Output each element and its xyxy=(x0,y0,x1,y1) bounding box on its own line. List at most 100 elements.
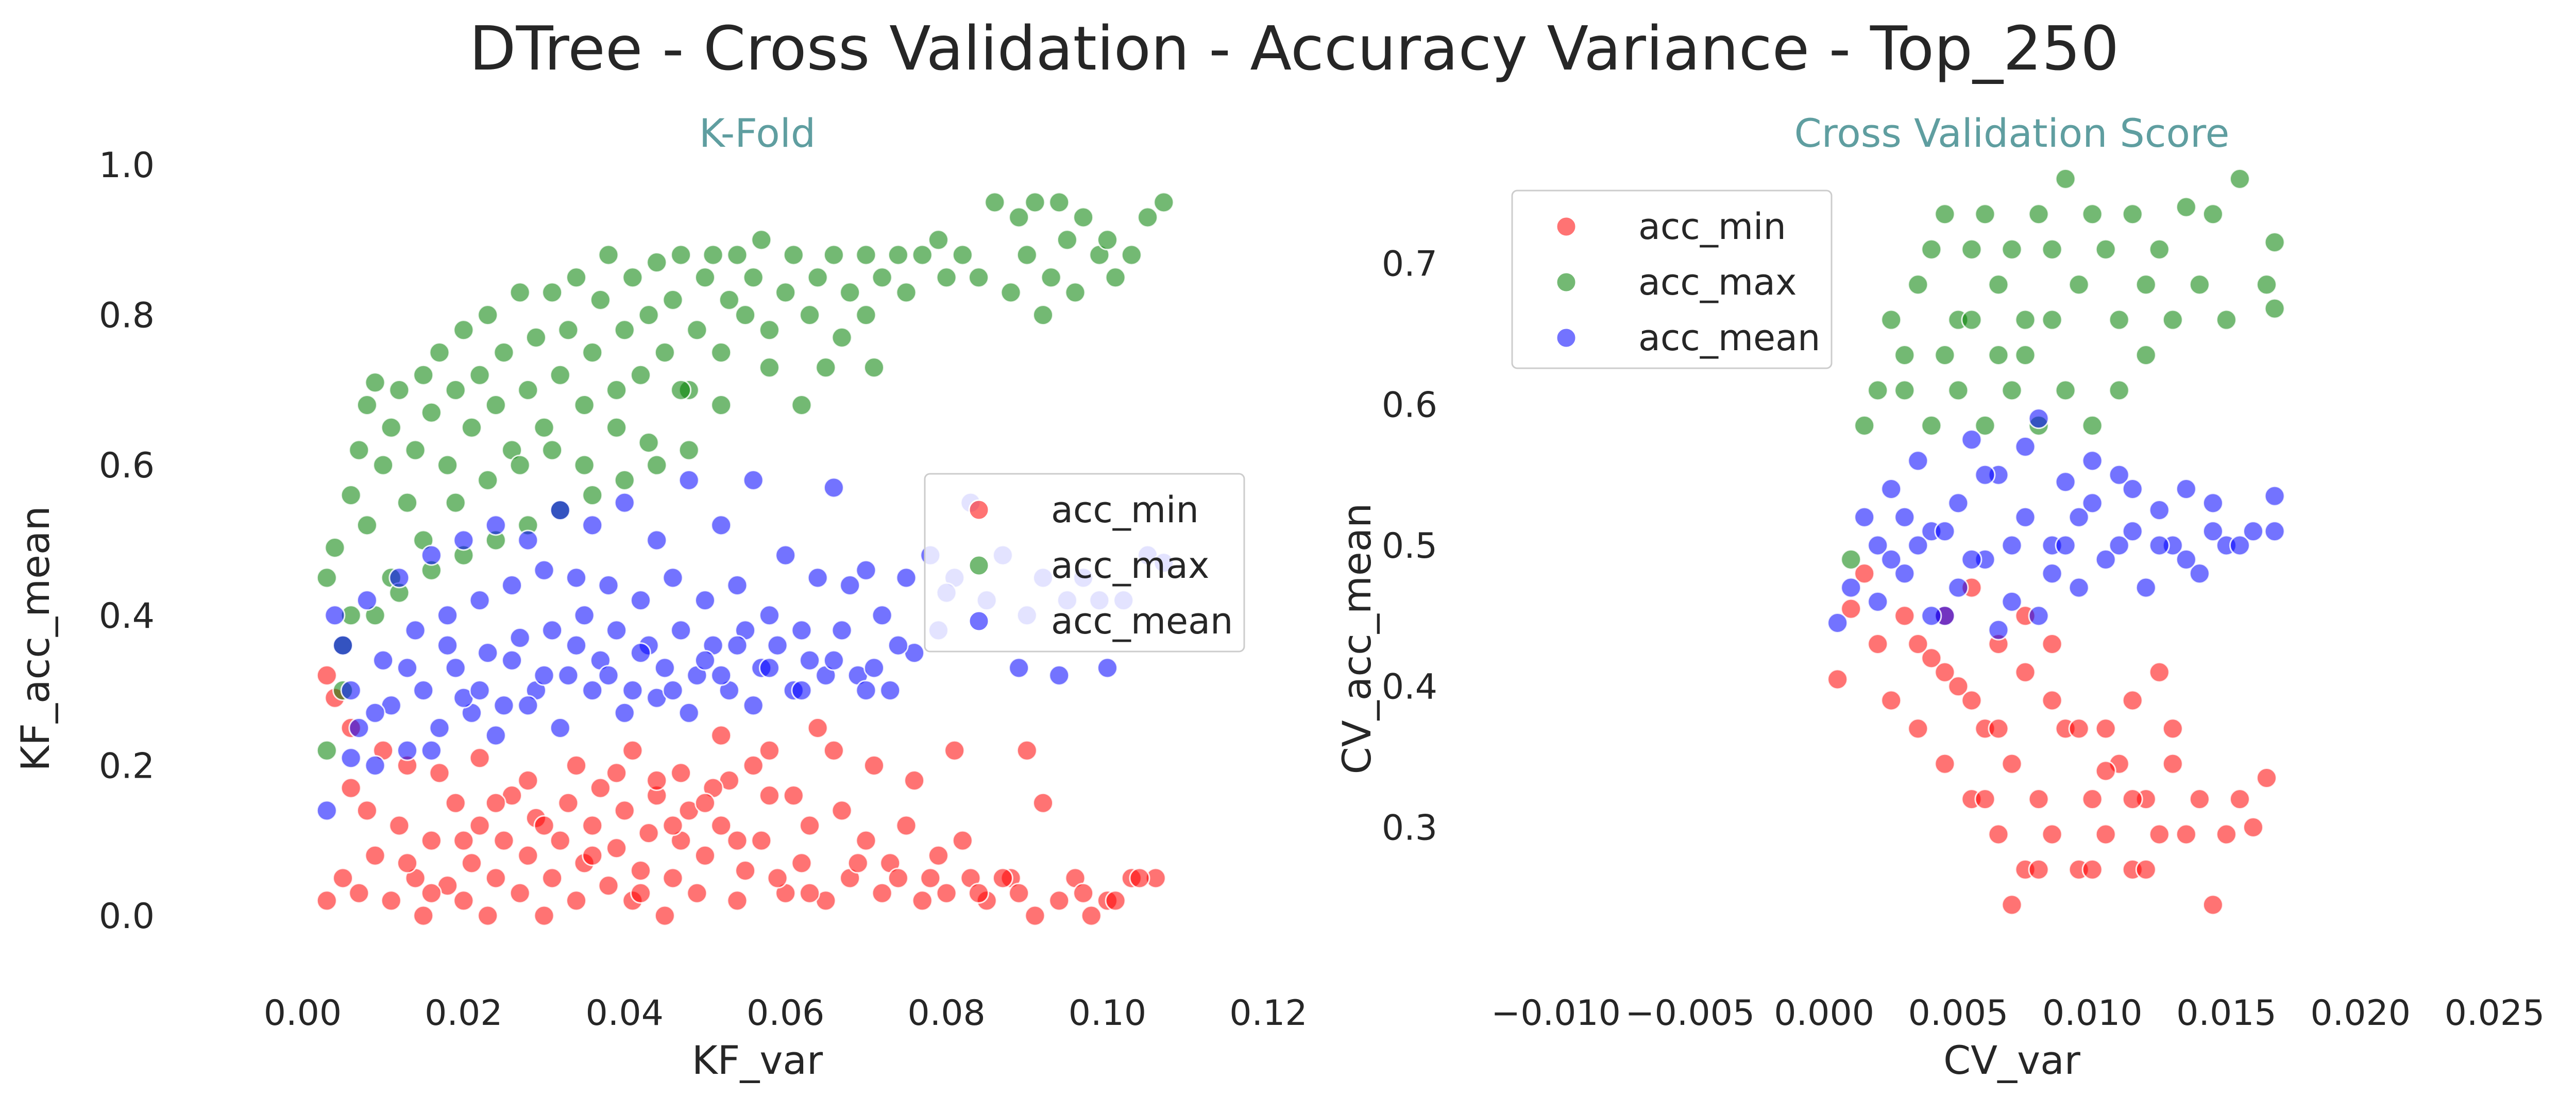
scatter-point xyxy=(509,454,531,476)
scatter-point xyxy=(1073,882,1094,904)
scatter-point xyxy=(541,439,563,461)
scatter-point xyxy=(1048,664,1070,686)
scatter-point xyxy=(751,830,772,851)
scatter-point xyxy=(533,905,555,927)
scatter-point xyxy=(332,867,354,889)
scatter-point xyxy=(646,252,668,273)
scatter-point xyxy=(606,379,628,401)
x-axis-label: CV_var xyxy=(1943,1037,2081,1083)
scatter-point xyxy=(670,379,692,401)
scatter-point xyxy=(420,740,442,761)
scatter-point xyxy=(348,717,370,739)
legend: acc_min acc_max acc_mean xyxy=(924,473,1245,653)
scatter-point xyxy=(936,882,957,904)
scatter-point xyxy=(2001,238,2023,260)
legend-frame xyxy=(924,473,1245,653)
scatter-point xyxy=(2081,492,2103,514)
scatter-point xyxy=(871,267,893,288)
x-tick-label: 0.04 xyxy=(586,993,664,1034)
scatter-point xyxy=(1840,577,1862,598)
scatter-point xyxy=(541,867,563,889)
scatter-point xyxy=(646,454,668,476)
scatter-point xyxy=(1867,535,1889,556)
scatter-point xyxy=(911,890,933,912)
scatter-point xyxy=(936,267,957,288)
scatter-point xyxy=(952,244,973,266)
scatter-point xyxy=(1096,229,1118,251)
scatter-point xyxy=(2148,661,2170,683)
scatter-point xyxy=(2014,309,2036,331)
scatter-point xyxy=(2175,548,2197,570)
scatter-point xyxy=(1947,380,1969,401)
scatter-point xyxy=(1048,192,1070,213)
scatter-point xyxy=(598,875,619,897)
scatter-point xyxy=(493,695,515,716)
x-tick-label: −0.005 xyxy=(1625,993,1755,1034)
legend-label: acc_max xyxy=(1051,544,1209,587)
cv-score-panel: Cross Validation Score −0.010 −0.005 0.000 0… xyxy=(1334,110,2545,1083)
scatter-point xyxy=(509,627,531,649)
scatter-point xyxy=(2081,203,2103,225)
legend-marker xyxy=(1555,271,1577,293)
scatter-point xyxy=(557,792,579,814)
scatter-point xyxy=(726,890,748,912)
series-acc-max xyxy=(316,192,1175,761)
scatter-point xyxy=(927,845,949,866)
scatter-point xyxy=(783,244,804,266)
scatter-point xyxy=(332,635,354,656)
scatter-point xyxy=(1894,563,1916,585)
scatter-point xyxy=(2081,415,2103,436)
scatter-point xyxy=(614,492,635,513)
series-acc-min xyxy=(316,664,1166,927)
x-tick-label: 0.020 xyxy=(2310,993,2411,1034)
scatter-point xyxy=(380,417,402,438)
scatter-point xyxy=(1032,792,1054,814)
legend-marker xyxy=(968,610,990,632)
scatter-point xyxy=(638,304,659,326)
scatter-point xyxy=(678,702,700,724)
scatter-point xyxy=(614,702,635,724)
scatter-point xyxy=(1137,207,1159,228)
scatter-point xyxy=(630,642,652,664)
scatter-point xyxy=(710,515,732,536)
scatter-point xyxy=(485,867,506,889)
scatter-point xyxy=(887,635,909,656)
scatter-point xyxy=(2001,535,2023,556)
scatter-point xyxy=(2041,633,2063,655)
scatter-point xyxy=(2122,203,2143,225)
scatter-point xyxy=(662,680,684,701)
scatter-point xyxy=(855,244,877,266)
scatter-point xyxy=(863,357,885,379)
scatter-point xyxy=(1961,690,1982,711)
scatter-point xyxy=(2041,238,2063,260)
scatter-point xyxy=(775,282,796,303)
scatter-point xyxy=(1129,867,1150,889)
scatter-point xyxy=(533,559,555,581)
scatter-point xyxy=(445,379,466,401)
legend-marker xyxy=(1555,216,1577,237)
scatter-point xyxy=(598,664,619,686)
scatter-point xyxy=(429,762,450,784)
scatter-point xyxy=(1880,548,1902,570)
scatter-point xyxy=(1921,605,1942,627)
scatter-point xyxy=(823,740,844,761)
scatter-point xyxy=(807,567,828,589)
scatter-point xyxy=(388,815,410,836)
scatter-point xyxy=(2148,535,2170,556)
scatter-point xyxy=(2202,492,2224,514)
scatter-point xyxy=(895,282,917,303)
scatter-point xyxy=(920,867,941,889)
scatter-point xyxy=(2148,824,2170,845)
scatter-point xyxy=(2028,789,2049,810)
scatter-point xyxy=(726,244,748,266)
scatter-point xyxy=(678,469,700,491)
scatter-point xyxy=(710,664,732,686)
scatter-point xyxy=(1988,619,2009,641)
scatter-point xyxy=(2202,203,2224,225)
scatter-point xyxy=(606,762,628,784)
scatter-point xyxy=(453,830,474,851)
scatter-point xyxy=(783,785,804,807)
scatter-point xyxy=(2001,894,2023,916)
scatter-point xyxy=(2014,506,2036,528)
scatter-point xyxy=(2189,274,2210,296)
